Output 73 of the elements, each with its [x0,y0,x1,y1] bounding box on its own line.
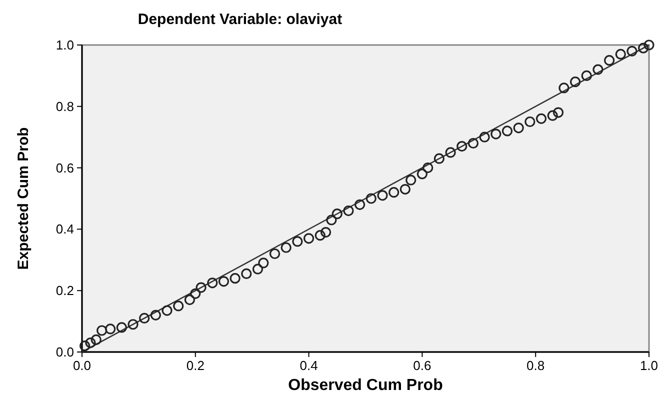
point [377,190,388,201]
y-tick-label: 0.4 [56,222,74,237]
point [513,122,524,134]
point [105,324,116,334]
point [644,40,654,50]
point [406,174,416,186]
x-tick-label: 0.4 [300,358,318,373]
point [150,310,162,320]
point [241,268,252,280]
point [96,325,108,336]
point [343,205,354,216]
point [468,138,479,149]
point [326,214,337,226]
point [524,116,536,128]
point [196,282,206,293]
point [230,273,240,284]
point [558,82,570,94]
x-tick-label: 1.0 [640,358,658,373]
point [547,110,558,121]
point [456,141,468,152]
point [354,199,366,210]
point [388,187,400,198]
point [502,126,513,136]
chart-title: Dependent Variable: olaviyat [138,11,342,28]
point [366,193,376,204]
point [400,184,410,195]
point [638,42,649,54]
point [128,319,138,330]
point [314,230,326,241]
point [536,113,547,124]
point [615,48,626,60]
point [173,300,184,312]
y-tick-label: 0.0 [56,344,74,360]
point [162,305,172,316]
point [80,340,90,352]
point [190,288,201,299]
point [304,233,314,244]
point [252,264,264,274]
point [292,236,303,247]
point [184,294,196,306]
point [280,242,292,253]
point [626,46,638,56]
y-tick-label: 0.8 [56,98,74,114]
point [90,334,102,346]
point [320,226,332,238]
point [218,276,230,287]
point [552,107,564,118]
y-tick-label: 0.6 [56,160,74,176]
point [207,278,218,288]
point [85,337,96,348]
point [258,258,269,268]
point [570,76,581,88]
point [139,312,150,324]
point [269,248,280,260]
point [116,322,127,333]
point [479,132,490,142]
point [592,64,604,75]
point [422,162,434,174]
point [445,147,456,158]
y-tick-label: 0.2 [56,283,74,298]
point [434,153,445,164]
point [416,168,428,180]
point [581,70,592,81]
point [490,128,502,140]
x-tick-label: 0.8 [526,358,545,373]
x-axis-title: Observed Cum Prob [288,377,444,394]
x-tick-label: 0.2 [186,358,204,373]
y-axis-title: Expected Cum Prob [15,127,32,270]
point [604,55,615,66]
x-tick-label: 0.0 [72,358,92,373]
x-tick-label: 0.6 [413,358,432,373]
point [332,208,342,220]
y-tick-label: 1.0 [56,38,74,52]
